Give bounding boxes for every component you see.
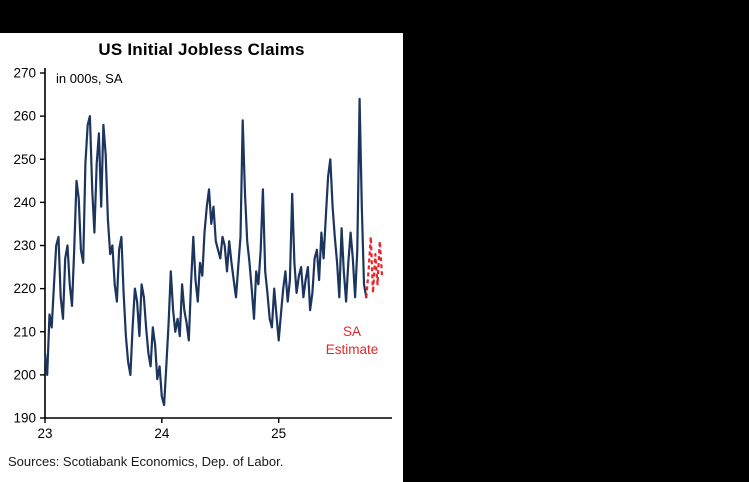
y-axis-tick-label: 250 [13, 152, 36, 167]
x-axis-tick-label: 23 [37, 426, 52, 441]
y-axis-tick-label: 200 [13, 367, 36, 382]
x-axis-tick-label: 24 [154, 426, 170, 441]
y-axis-tick-label: 220 [13, 281, 36, 296]
y-axis-tick-label: 270 [13, 66, 36, 81]
claims-line [43, 97, 368, 407]
x-axis-tick-label: 25 [271, 426, 286, 441]
y-axis-tick-label: 260 [13, 109, 36, 124]
chart-title: US Initial Jobless Claims [98, 40, 305, 59]
chart-panel: 190 200 210 220 230 240 250 260 270 23 24 25 US Ini… [0, 33, 403, 482]
sa-estimate-label-line1: SA [342, 324, 361, 339]
sa-estimate-label: SA Estimate [308, 323, 396, 359]
y-axis-tick-label: 240 [13, 195, 36, 210]
chart-subtitle: in 000s, SA [56, 71, 123, 86]
y-axis-tick-label: 210 [13, 324, 36, 339]
estimate-line [365, 235, 384, 298]
sa-estimate-label-line2: Estimate [325, 342, 379, 357]
source-text: Sources: Scotiabank Economics, Dep. of L… [8, 454, 284, 469]
y-axis-tick-label: 190 [13, 411, 36, 426]
chart-svg: 190 200 210 220 230 240 250 260 270 23 24 25 [13, 66, 392, 441]
y-axis-tick-label: 230 [13, 238, 36, 253]
axes [44, 68, 392, 419]
